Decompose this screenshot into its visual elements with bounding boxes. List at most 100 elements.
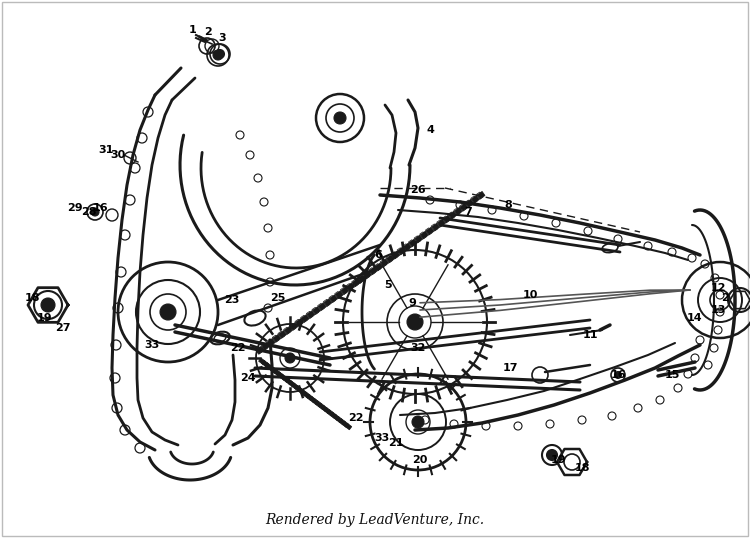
Bar: [336, 416, 343, 423]
Bar: [321, 405, 328, 412]
Bar: [432, 223, 439, 231]
Text: 21: 21: [388, 438, 404, 448]
Bar: [460, 203, 468, 211]
Text: 16: 16: [92, 203, 108, 213]
Bar: [454, 207, 462, 215]
Bar: [442, 216, 449, 223]
Bar: [282, 376, 290, 383]
Text: 33: 33: [374, 433, 390, 443]
Bar: [420, 232, 427, 239]
Bar: [397, 247, 404, 255]
Bar: [404, 243, 411, 251]
Bar: [415, 235, 422, 243]
Bar: [386, 256, 392, 263]
Text: Rendered by LeadVenture, Inc.: Rendered by LeadVenture, Inc.: [266, 513, 484, 527]
Text: 2: 2: [204, 27, 212, 37]
Text: 8: 8: [504, 200, 512, 210]
Bar: [323, 299, 330, 307]
Text: 2: 2: [722, 293, 729, 303]
Bar: [476, 192, 483, 199]
Bar: [392, 251, 400, 259]
Circle shape: [615, 372, 621, 378]
Bar: [290, 323, 298, 330]
Bar: [344, 423, 352, 430]
Circle shape: [160, 304, 176, 320]
Bar: [255, 347, 262, 355]
Bar: [307, 310, 315, 318]
Bar: [431, 224, 438, 231]
Bar: [297, 387, 304, 394]
Bar: [277, 371, 284, 378]
Bar: [312, 398, 320, 405]
Bar: [346, 284, 352, 291]
Bar: [330, 295, 338, 302]
Text: 5: 5: [384, 280, 392, 290]
Circle shape: [213, 50, 223, 60]
Bar: [436, 220, 443, 227]
Text: 10: 10: [522, 290, 538, 300]
Bar: [352, 279, 360, 286]
Bar: [448, 211, 457, 219]
Circle shape: [41, 298, 55, 312]
Bar: [465, 200, 472, 207]
Bar: [295, 319, 302, 327]
Text: 16: 16: [610, 370, 626, 380]
Bar: [262, 360, 268, 367]
Text: 4: 4: [426, 125, 434, 135]
Text: 29: 29: [68, 203, 82, 213]
Text: 1: 1: [189, 25, 196, 35]
Bar: [273, 335, 280, 342]
Text: 30: 30: [110, 150, 125, 160]
Bar: [329, 295, 336, 302]
Bar: [341, 287, 349, 294]
Circle shape: [334, 112, 346, 124]
Text: 13: 13: [710, 305, 726, 315]
Bar: [410, 239, 417, 246]
Bar: [256, 346, 264, 354]
Bar: [346, 283, 355, 291]
Text: 15: 15: [664, 370, 680, 380]
Bar: [285, 378, 292, 385]
Bar: [324, 407, 331, 414]
Text: 32: 32: [410, 343, 426, 353]
Bar: [335, 291, 344, 298]
Bar: [288, 380, 296, 387]
Bar: [284, 327, 290, 335]
Bar: [279, 374, 286, 380]
Bar: [330, 412, 337, 419]
Bar: [472, 195, 479, 203]
Bar: [303, 392, 310, 399]
Text: 28: 28: [81, 207, 97, 217]
Bar: [370, 267, 377, 274]
Bar: [300, 390, 307, 396]
Bar: [369, 267, 376, 275]
Bar: [318, 403, 325, 409]
Bar: [471, 196, 478, 203]
Bar: [409, 240, 415, 247]
Text: 6: 6: [374, 250, 382, 260]
Bar: [357, 275, 364, 283]
Text: 7: 7: [464, 207, 472, 217]
Bar: [363, 272, 370, 279]
Bar: [291, 383, 298, 390]
Text: 11: 11: [582, 330, 598, 340]
Bar: [261, 343, 268, 350]
Text: 19: 19: [550, 455, 566, 465]
Bar: [296, 318, 304, 326]
Bar: [315, 401, 322, 407]
Circle shape: [91, 208, 99, 216]
Bar: [271, 367, 278, 374]
Bar: [352, 280, 358, 287]
Bar: [398, 247, 406, 254]
Bar: [426, 227, 434, 235]
Text: 20: 20: [413, 455, 428, 465]
Bar: [364, 271, 371, 279]
Bar: [294, 385, 302, 392]
Bar: [327, 409, 334, 416]
Bar: [333, 414, 340, 421]
Text: 33: 33: [144, 340, 160, 350]
Bar: [306, 394, 314, 401]
Text: 26: 26: [410, 185, 426, 195]
Bar: [421, 231, 428, 239]
Text: 9: 9: [408, 298, 416, 308]
